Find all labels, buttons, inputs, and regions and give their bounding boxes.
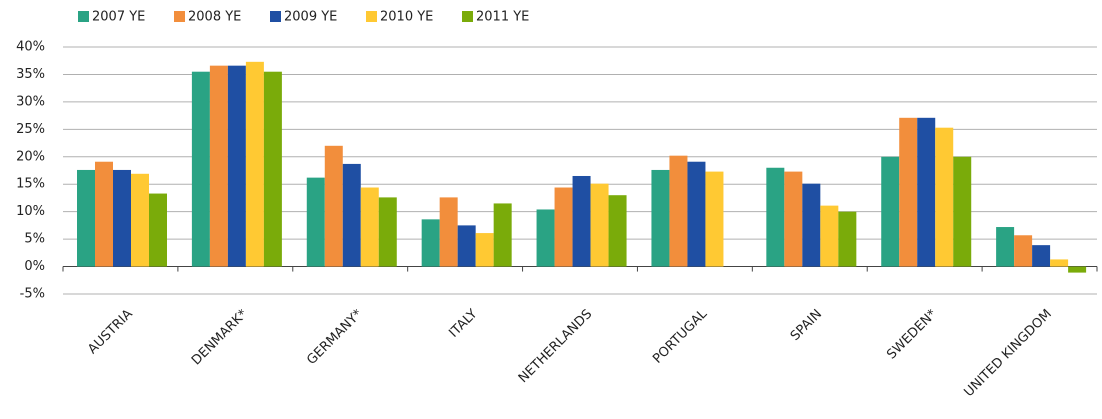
bar <box>536 209 555 267</box>
y-tick-label: 30% <box>16 94 45 109</box>
x-tick-label: NETHERLANDS <box>516 307 595 386</box>
bar <box>554 187 573 267</box>
legend-label: 2010 YE <box>380 10 433 25</box>
bar <box>113 169 131 267</box>
legend-swatch <box>270 11 281 22</box>
bar <box>935 127 954 267</box>
legend-swatch <box>78 11 89 22</box>
bar <box>378 197 397 267</box>
bar <box>95 161 113 267</box>
y-tick-label: -5% <box>20 287 45 302</box>
bar <box>131 173 149 267</box>
y-tick-label: 5% <box>24 232 45 247</box>
bar <box>227 65 246 267</box>
y-tick-label: 40% <box>16 40 45 55</box>
x-tick-label: ITALY <box>446 307 480 341</box>
bar <box>917 117 936 267</box>
bar <box>953 156 972 267</box>
x-tick-label: AUSTRIA <box>85 307 136 358</box>
bar <box>263 71 282 267</box>
y-tick-label: 10% <box>16 204 45 219</box>
x-tick-label: DENMARK* <box>189 306 251 368</box>
y-tick-label: 15% <box>16 177 45 192</box>
bar <box>1068 266 1087 273</box>
legend-swatch <box>366 11 377 22</box>
bar <box>324 145 343 267</box>
bar <box>306 177 325 267</box>
x-tick-label: GERMANY* <box>304 306 366 368</box>
bar <box>802 183 821 267</box>
bar <box>572 175 591 267</box>
legend-label: 2007 YE <box>92 10 145 25</box>
bar <box>1032 245 1051 267</box>
x-tick-label: SWEDEN* <box>884 306 940 362</box>
legend-swatch <box>174 11 185 22</box>
x-tick-label: SPAIN <box>788 307 825 344</box>
bar <box>149 193 167 267</box>
bar <box>687 161 706 267</box>
bar <box>245 61 264 267</box>
legend-label: 2009 YE <box>284 10 337 25</box>
bar <box>493 203 512 267</box>
bar <box>342 163 361 267</box>
legend-swatch <box>462 11 473 22</box>
bar <box>475 233 494 267</box>
bar <box>191 71 210 267</box>
y-tick-label: 35% <box>16 67 45 82</box>
bar <box>784 171 803 267</box>
x-tick-label: PORTUGAL <box>650 306 711 367</box>
bar <box>590 183 609 267</box>
bar <box>457 225 476 267</box>
bar <box>705 171 724 267</box>
bar <box>766 167 785 267</box>
bar <box>651 169 670 267</box>
bar <box>1050 259 1069 267</box>
bar <box>669 155 688 267</box>
bar <box>421 219 440 267</box>
bar <box>1014 235 1033 267</box>
y-tick-label: 0% <box>24 259 45 274</box>
y-tick-label: 25% <box>16 122 45 137</box>
bar <box>608 195 627 267</box>
legend-label: 2008 YE <box>188 10 241 25</box>
y-tick-label: 20% <box>16 149 45 164</box>
bar <box>439 197 458 267</box>
bar <box>209 65 228 267</box>
bar <box>838 211 857 267</box>
legend-label: 2011 YE <box>476 10 529 25</box>
bar <box>899 117 918 267</box>
bar <box>820 205 839 267</box>
bar <box>881 156 900 267</box>
x-tick-label: UNITED KINGDOM <box>962 307 1055 400</box>
bar <box>360 187 379 267</box>
bar <box>77 169 95 267</box>
bar <box>996 227 1015 267</box>
